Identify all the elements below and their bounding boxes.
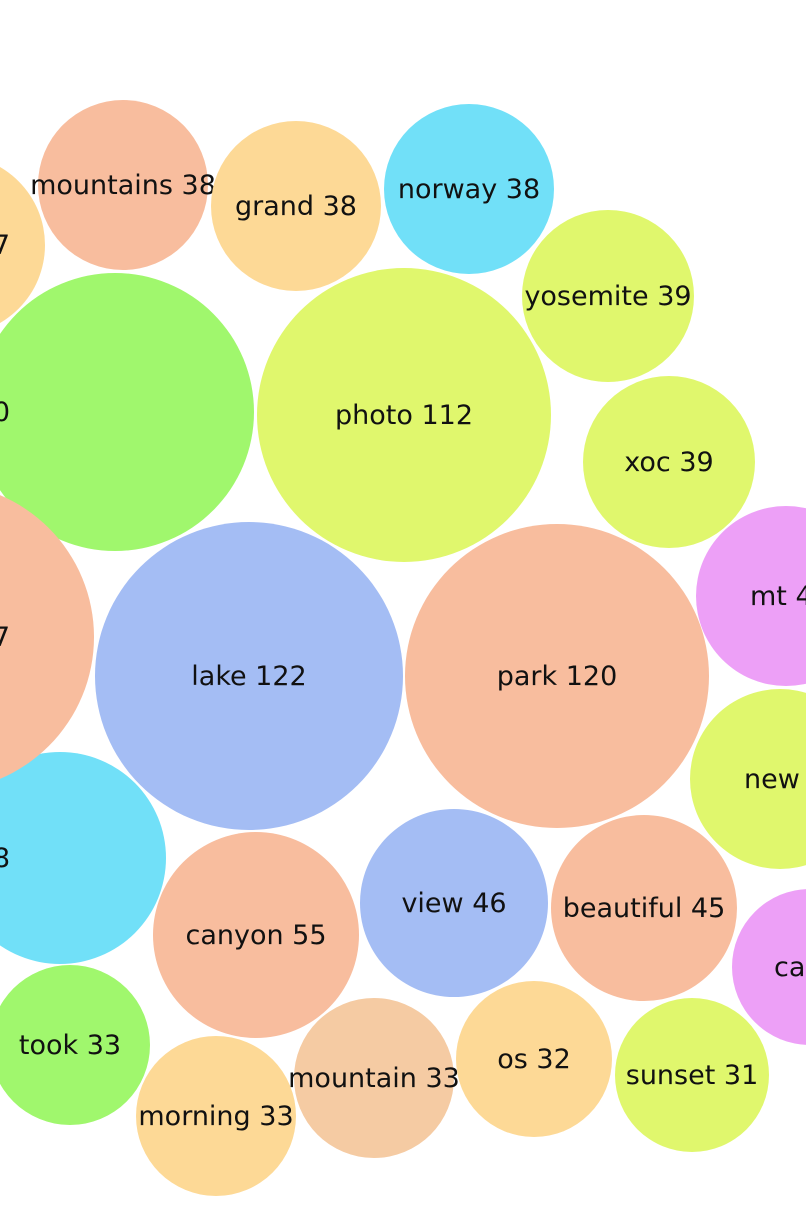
bubble-label-mountain: mountain 33	[288, 1063, 460, 1094]
bubble-beautiful	[551, 815, 737, 1001]
bubble-took	[0, 965, 150, 1125]
bubble-canyon	[153, 832, 359, 1038]
bubble-cana	[732, 889, 806, 1045]
bubble-label-mt: mt 4	[750, 581, 806, 612]
bubble-label-beautiful: beautiful 45	[563, 893, 726, 924]
bubble-view	[360, 809, 548, 997]
bubble-label-park: park 120	[497, 661, 618, 692]
bubble-label-sunset: sunset 31	[626, 1060, 759, 1091]
bubble-label-yosemite: yosemite 39	[524, 281, 691, 312]
bubble-label-morning: morning 33	[138, 1101, 293, 1132]
bubble-sunset	[615, 998, 769, 1152]
bubble-label-mountains: mountains 38	[30, 170, 216, 201]
bubble-label-partial-21: 7	[0, 622, 10, 653]
bubble-morning	[136, 1036, 296, 1196]
bubble-os	[456, 981, 612, 1137]
bubble-label-lake: lake 122	[191, 661, 306, 692]
bubble-label-norway: norway 38	[398, 174, 540, 205]
bubble-partial-21	[0, 495, 94, 779]
bubble-park	[405, 524, 709, 828]
bubble-norway	[384, 104, 554, 274]
bubble-label-canyon: canyon 55	[185, 920, 326, 951]
bubble-label-view: view 46	[401, 888, 506, 919]
bubble-label-xoc: xoc 39	[624, 447, 713, 478]
bubble-mt	[696, 506, 806, 686]
bubble-label-partial-22: 37	[0, 230, 10, 261]
bubble-lake	[95, 522, 403, 830]
bubble-label-national: national 100	[0, 397, 10, 428]
bubble-partial-22	[0, 167, 45, 323]
bubble-grand	[211, 121, 381, 291]
bubble-label-took: took 33	[19, 1030, 121, 1061]
bubble-over	[0, 752, 166, 964]
bubble-label-new: new 4	[744, 764, 806, 795]
bubble-label-grand: grand 38	[235, 191, 357, 222]
bubble-label-os: os 32	[497, 1044, 571, 1075]
bubble-yosemite	[522, 210, 694, 382]
bubble-label-over: over 58	[0, 843, 10, 874]
bubble-new	[690, 689, 806, 869]
bubble-national	[0, 273, 254, 551]
bubble-label-photo: photo 112	[335, 400, 473, 431]
bubble-xoc	[583, 376, 755, 548]
bubble-mountains	[38, 100, 208, 270]
bubble-mountain	[294, 998, 454, 1158]
bubble-label-cana: cana	[774, 952, 806, 983]
bubble-photo	[257, 268, 551, 562]
